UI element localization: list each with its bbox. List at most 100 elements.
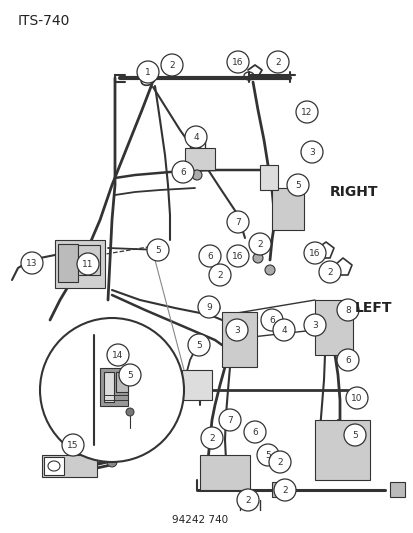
Text: 5: 5 [264, 451, 270, 460]
Bar [104, 372, 114, 402]
Circle shape [295, 101, 317, 123]
Text: 16: 16 [309, 249, 320, 258]
Bar [185, 148, 214, 170]
Bar [42, 455, 97, 477]
Bar [44, 457, 64, 475]
Text: 5: 5 [155, 246, 161, 255]
Bar [221, 312, 256, 367]
Text: 2: 2 [275, 58, 280, 67]
Circle shape [236, 489, 259, 511]
Circle shape [254, 238, 264, 248]
Circle shape [201, 427, 223, 449]
Circle shape [243, 421, 266, 443]
Circle shape [62, 434, 84, 456]
Circle shape [156, 246, 164, 254]
Text: 2: 2 [277, 458, 282, 467]
Circle shape [119, 364, 141, 386]
Text: 5: 5 [196, 341, 202, 350]
Bar [199, 455, 249, 490]
Text: 2: 2 [169, 61, 174, 70]
Bar [78, 245, 100, 275]
Bar [55, 240, 105, 288]
Text: 15: 15 [67, 441, 78, 450]
Circle shape [266, 51, 288, 73]
Text: 9: 9 [206, 303, 211, 312]
Circle shape [40, 318, 183, 462]
Text: 16: 16 [232, 252, 243, 261]
Text: 2: 2 [282, 486, 287, 495]
Bar [182, 370, 211, 400]
Text: 10: 10 [350, 394, 362, 403]
Text: LEFT: LEFT [354, 301, 392, 315]
Text: 7: 7 [235, 218, 240, 227]
Circle shape [252, 253, 262, 263]
Circle shape [268, 451, 290, 473]
Text: 14: 14 [112, 351, 123, 360]
Circle shape [107, 344, 129, 366]
Circle shape [171, 161, 194, 183]
Circle shape [303, 314, 325, 336]
Circle shape [264, 265, 274, 275]
Text: 4: 4 [193, 133, 198, 142]
Circle shape [107, 457, 117, 467]
Text: 2: 2 [256, 240, 262, 249]
Text: 2: 2 [244, 496, 250, 505]
Text: 7: 7 [227, 416, 232, 425]
Circle shape [197, 296, 219, 318]
Text: 2: 2 [326, 268, 332, 277]
Circle shape [336, 299, 358, 321]
Text: 4: 4 [280, 326, 286, 335]
Text: 6: 6 [180, 168, 185, 177]
Text: 5: 5 [294, 181, 300, 190]
Circle shape [226, 245, 248, 267]
Circle shape [266, 454, 273, 462]
Text: RIGHT: RIGHT [329, 185, 377, 199]
Text: 6: 6 [344, 356, 350, 365]
Circle shape [192, 170, 202, 180]
Bar [314, 420, 369, 480]
Circle shape [225, 319, 247, 341]
Text: 3: 3 [311, 321, 317, 330]
Circle shape [260, 309, 282, 331]
Bar [389, 482, 404, 497]
Text: 1: 1 [145, 68, 150, 77]
Text: 8: 8 [344, 306, 350, 315]
Circle shape [218, 409, 240, 431]
Text: 3: 3 [234, 326, 239, 335]
Circle shape [77, 253, 99, 275]
Circle shape [188, 334, 209, 356]
Text: 16: 16 [232, 58, 243, 67]
Circle shape [226, 51, 248, 73]
Text: 2: 2 [209, 434, 214, 443]
Text: 94242 740: 94242 740 [171, 515, 228, 525]
Circle shape [273, 479, 295, 501]
Text: 5: 5 [127, 371, 133, 380]
Text: 11: 11 [82, 260, 93, 269]
Bar [314, 300, 352, 355]
Text: 6: 6 [252, 428, 257, 437]
Text: 5: 5 [351, 431, 357, 440]
Circle shape [126, 408, 134, 416]
Bar [259, 165, 277, 190]
Circle shape [185, 126, 206, 148]
Circle shape [248, 233, 271, 255]
Circle shape [199, 245, 221, 267]
Text: 3: 3 [309, 148, 314, 157]
Text: 2: 2 [217, 271, 222, 280]
Bar [100, 368, 128, 406]
Circle shape [272, 319, 294, 341]
Text: ITS-740: ITS-740 [18, 14, 70, 28]
Circle shape [226, 211, 248, 233]
Circle shape [336, 349, 358, 371]
Circle shape [286, 174, 308, 196]
Text: 12: 12 [301, 108, 312, 117]
Circle shape [235, 221, 244, 231]
Text: 6: 6 [206, 252, 212, 261]
Bar [271, 482, 291, 497]
Text: 6: 6 [268, 316, 274, 325]
Circle shape [300, 141, 322, 163]
Circle shape [137, 61, 159, 83]
Bar [271, 188, 303, 230]
Circle shape [244, 490, 254, 500]
Text: 13: 13 [26, 259, 38, 268]
